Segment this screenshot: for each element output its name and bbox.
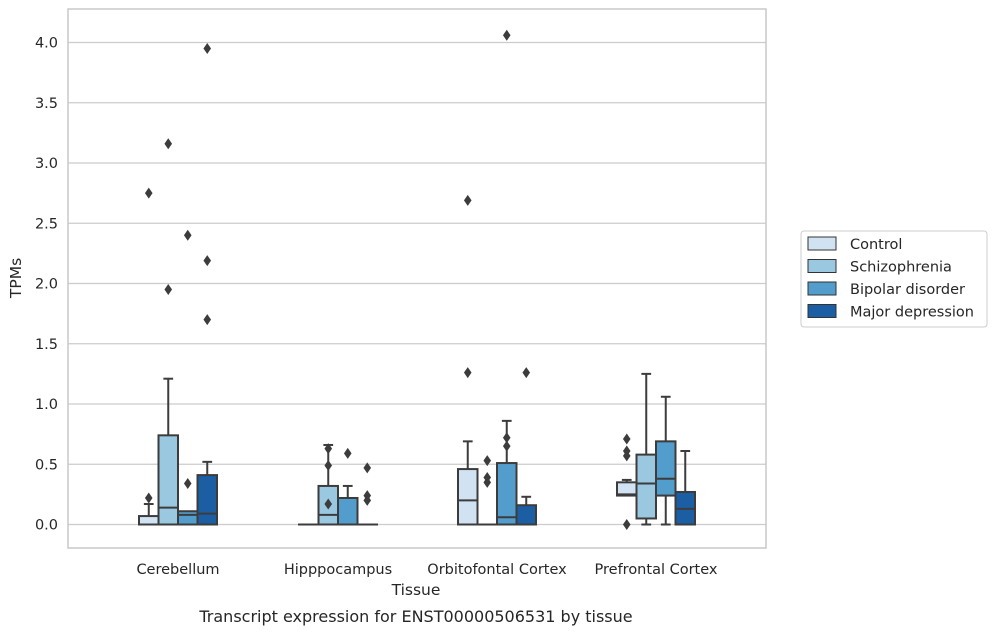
box-schizophrenia: [635, 372, 657, 526]
outlier-point: [502, 29, 511, 41]
box-iqr: [496, 462, 518, 526]
box-plot-area: [138, 29, 696, 530]
box-iqr: [177, 510, 199, 526]
outlier-point: [622, 519, 631, 530]
box-control: [616, 433, 638, 530]
outlier-point: [363, 490, 372, 502]
x-tick-label: Orbitofontal Cortex: [427, 562, 567, 578]
y-tick-label: 1.0: [35, 397, 58, 413]
outlier-point: [463, 194, 472, 206]
legend-label: Major depression: [850, 305, 974, 321]
chart-caption: Transcript expression for ENST0000050653…: [198, 607, 632, 626]
legend-swatch: [807, 281, 837, 296]
gridlines: [68, 41, 766, 526]
box-iqr: [337, 496, 359, 526]
x-axis-title: Tissue: [391, 581, 441, 599]
outlier-point: [144, 187, 153, 199]
outlier-point: [203, 314, 212, 326]
outlier-point: [502, 440, 511, 452]
y-tick-label: 4.0: [35, 36, 58, 52]
legend: Control Schizophrenia Bipolar disorder Majo…: [800, 230, 988, 328]
x-tick-label: Hipppocampus: [284, 562, 392, 578]
legend-label: Bipolar disorder: [850, 282, 965, 298]
outlier-point: [622, 433, 631, 445]
y-axis-title: TPMs: [7, 258, 25, 299]
legend-frame: [800, 230, 988, 328]
plot-frame: [67, 8, 767, 549]
box-bipolar-disorder: [496, 29, 518, 526]
box-iqr: [635, 453, 657, 520]
box-iqr: [457, 468, 479, 526]
outlier-point: [483, 472, 492, 484]
y-tick-label: 1.5: [35, 337, 58, 353]
box-bipolar-disorder: [337, 447, 359, 526]
outlier-point: [164, 138, 173, 150]
outlier-point: [324, 498, 333, 510]
box-schizophrenia: [476, 455, 498, 526]
outlier-point: [343, 447, 352, 459]
box-major-depression: [515, 367, 537, 526]
outlier-point: [502, 432, 511, 444]
y-tick-label: 3.0: [35, 156, 58, 172]
box-major-depression: [674, 449, 696, 526]
legend-label: Schizophrenia: [850, 260, 952, 276]
box-iqr: [515, 504, 537, 526]
outlier-point: [483, 455, 492, 467]
plot-border: [67, 8, 767, 549]
y-tick-label: 2.5: [35, 216, 58, 232]
box-iqr: [655, 440, 677, 497]
x-tick-label: Prefrontal Cortex: [595, 562, 718, 578]
box-iqr: [138, 515, 160, 526]
y-axis-tick-labels: 0.0 0.5 1.0 1.5 2.0 2.5 3.0 3.5 4.0: [35, 36, 58, 534]
outlier-point: [324, 443, 333, 455]
box-bipolar-disorder: [655, 395, 677, 526]
outlier-point: [203, 255, 212, 267]
box-schizophrenia: [317, 443, 339, 526]
outlier-point: [463, 367, 472, 379]
outlier-point: [324, 459, 333, 471]
box-iqr: [196, 474, 218, 526]
box-bipolar-disorder: [177, 229, 199, 526]
outlier-point: [183, 478, 192, 490]
x-axis-tick-labels: Cerebellum Hipppocampus Orbitofontal Corte…: [136, 562, 717, 578]
legend-swatch: [807, 236, 837, 251]
outlier-point: [522, 367, 531, 379]
box-iqr: [157, 434, 179, 526]
y-tick-label: 0.5: [35, 457, 58, 473]
outlier-point: [164, 284, 173, 296]
y-tick-label: 3.5: [35, 96, 58, 112]
y-tick-label: 2.0: [35, 277, 58, 293]
outlier-point: [363, 462, 372, 474]
legend-label: Control: [850, 237, 902, 253]
box-major-depression: [196, 43, 218, 526]
outlier-point: [144, 492, 153, 504]
y-tick-label: 0.0: [35, 518, 58, 534]
outlier-point: [622, 445, 631, 457]
box-schizophrenia: [157, 138, 179, 526]
box-major-depression: [356, 462, 378, 526]
outlier-point: [183, 229, 192, 241]
legend-swatch: [807, 304, 837, 318]
x-tick-label: Cerebellum: [136, 562, 219, 578]
box-control: [457, 194, 479, 526]
outlier-point: [203, 43, 212, 55]
legend-swatch: [807, 259, 837, 273]
box-control: [138, 187, 160, 526]
